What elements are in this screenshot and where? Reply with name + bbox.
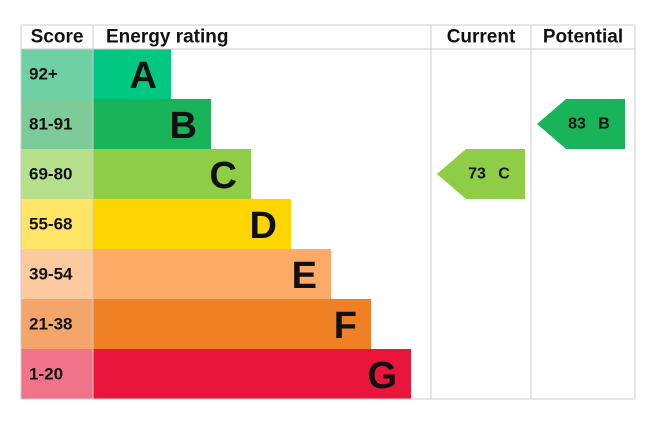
rating-letter: G bbox=[367, 355, 397, 397]
score-cell bbox=[21, 199, 93, 249]
rating-letter: C bbox=[210, 155, 237, 197]
rating-letter: A bbox=[130, 55, 157, 97]
rating-letter: F bbox=[334, 305, 357, 347]
rating-letter: E bbox=[292, 255, 317, 297]
rating-bar bbox=[93, 99, 211, 149]
score-label: 1-20 bbox=[29, 365, 63, 384]
rating-letter: D bbox=[250, 205, 277, 247]
current-letter: C bbox=[498, 166, 510, 183]
rating-bar bbox=[93, 49, 171, 99]
current-value: 73 bbox=[468, 166, 486, 183]
score-label: 21-38 bbox=[29, 315, 72, 334]
score-label: 69-80 bbox=[29, 165, 72, 184]
score-cell bbox=[21, 349, 93, 399]
header-rating: Energy rating bbox=[106, 27, 228, 48]
rating-bar bbox=[93, 299, 371, 349]
rating-bar bbox=[93, 199, 291, 249]
score-cell bbox=[21, 49, 93, 99]
score-label: 55-68 bbox=[29, 215, 72, 234]
score-cell bbox=[21, 99, 93, 149]
score-label: 81-91 bbox=[29, 115, 72, 134]
score-cell bbox=[21, 149, 93, 199]
rating-bar bbox=[93, 349, 411, 399]
header-potential: Potential bbox=[543, 27, 623, 48]
score-cell bbox=[21, 249, 93, 299]
score-label: 92+ bbox=[29, 65, 58, 84]
current-arrow bbox=[437, 149, 525, 199]
score-cell bbox=[21, 299, 93, 349]
header-score: Score bbox=[31, 27, 84, 48]
rating-bar bbox=[93, 149, 251, 199]
potential-arrow bbox=[537, 99, 625, 149]
rating-letter: B bbox=[170, 105, 197, 147]
rating-bar bbox=[93, 249, 331, 299]
header-current: Current bbox=[447, 27, 516, 48]
potential-letter: B bbox=[598, 116, 610, 133]
score-label: 39-54 bbox=[29, 265, 73, 284]
potential-value: 83 bbox=[568, 116, 586, 133]
